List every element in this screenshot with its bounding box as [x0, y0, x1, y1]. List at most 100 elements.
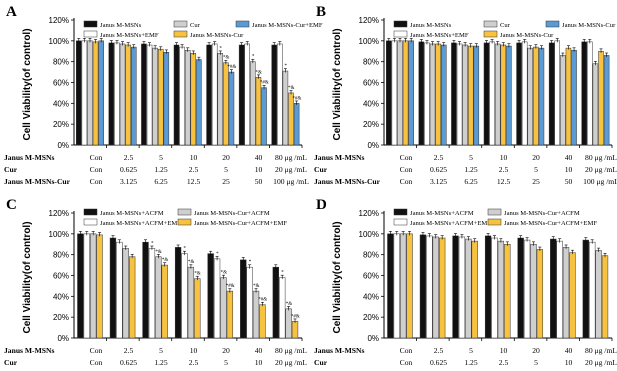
- table-cell: 2.5: [499, 358, 509, 367]
- table-cell: 5: [469, 346, 473, 355]
- legend-swatch: [83, 208, 98, 216]
- table-cell: 0.625: [120, 358, 137, 367]
- y-axis-title: Cell Viability(of control): [332, 221, 343, 333]
- legend-label: Janus M-MSNs-Cur+ACFM+EMF: [194, 220, 287, 227]
- bar-a-g3-s4: [196, 59, 202, 146]
- bar-b-g2-s4: [473, 45, 480, 146]
- legend-swatch: [393, 218, 408, 226]
- significance-mark: *: [281, 271, 284, 276]
- table-cell: 0.625: [430, 358, 447, 367]
- table-cell: Con: [90, 153, 103, 162]
- legend-label: Janus M-MSNs: [100, 22, 142, 29]
- y-tick-label: 120%: [359, 209, 379, 218]
- bar-b-g1-s0: [418, 41, 425, 146]
- table-cell: 5: [224, 358, 228, 367]
- bar-d-g3-s0: [484, 235, 492, 339]
- table-cell: 6.25: [154, 177, 167, 186]
- bar-c-g2-s1: [148, 248, 156, 339]
- bar-c-g0-s0: [77, 233, 84, 339]
- bar-b-g0-s3: [402, 40, 409, 146]
- legend-label: Janus M-MSNs-Cur +EMF: [562, 22, 617, 29]
- bar-c-g1-s3: [129, 256, 136, 339]
- table-cell: 10: [190, 346, 198, 355]
- bar-b-g5-s0: [548, 42, 555, 146]
- table-cell: 10: [255, 358, 263, 367]
- bar-c-g1-s1: [116, 241, 123, 339]
- chart-panel-b: B Cell Viability(of control) 0% 20% 40% 60% 80…: [314, 4, 617, 186]
- y-tick-label: 120%: [49, 16, 69, 25]
- table-cell: 20 μg /mL: [275, 165, 307, 174]
- legend-label: Janus M-MSNs+ACFM+EMF: [410, 220, 491, 227]
- bar-a-g1-s2: [119, 43, 126, 146]
- bar-a-g5-s3: [255, 77, 262, 146]
- legend-swatch: [483, 30, 498, 38]
- bar-b-g5-s4: [571, 49, 577, 146]
- significance-mark: *: [216, 252, 219, 257]
- bar-d-g2-s0: [452, 235, 459, 339]
- table-row-header: Janus M-MSNs: [4, 346, 54, 355]
- table-cell: 2.5: [434, 153, 444, 162]
- legend-label: Janus M-MSNs+ACFM: [410, 210, 474, 217]
- bar-a-g4-s3: [223, 62, 229, 146]
- bar-d-g4-s3: [536, 249, 544, 339]
- bar-b-g6-s0: [581, 41, 587, 146]
- bar-c-g0-s2: [90, 233, 97, 339]
- table-cell: 2.5: [124, 153, 134, 162]
- panel-label: B: [316, 4, 326, 20]
- y-tick-label: 100%: [49, 37, 69, 46]
- bar-b-g6-s3: [598, 51, 604, 146]
- bar-b-g5-s3: [565, 47, 572, 146]
- y-tick-label: 80%: [53, 58, 69, 67]
- table-row-header: Cur: [4, 358, 18, 367]
- bar-d-g6-s1: [589, 241, 596, 339]
- bar-a-g6-s1: [277, 43, 283, 146]
- bar-b-g2-s0: [451, 42, 457, 146]
- legend-swatch: [177, 218, 192, 226]
- bar-b-g0-s0: [386, 40, 392, 146]
- bar-c-g2-s3: [161, 264, 168, 339]
- bar-c-g6-s3: [291, 321, 299, 339]
- table-cell: 2.5: [124, 346, 134, 355]
- legend-label: Janus M-MSNs-Cur: [190, 32, 244, 39]
- panel-label: C: [6, 197, 17, 213]
- significance-mark: *&: [288, 86, 295, 91]
- y-tick-label: 20%: [53, 120, 69, 129]
- bar-a-g3-s3: [190, 53, 197, 146]
- table-cell: 3.125: [430, 177, 447, 186]
- y-tick-label: 80%: [53, 251, 69, 260]
- legend-label: Janus M-MSNs-Cur+EMF: [252, 22, 323, 29]
- bar-a-g2-s0: [141, 43, 147, 146]
- y-tick-label: 40%: [53, 292, 69, 301]
- y-tick-label: 80%: [363, 251, 379, 260]
- table-cell: 10: [255, 165, 263, 174]
- legend-swatch: [173, 30, 188, 38]
- table-cell: 100 μg /mL: [273, 177, 309, 186]
- bar-c-g6-s2: [285, 308, 292, 339]
- bar-d-g4-s0: [517, 237, 524, 339]
- table-cell: Con: [90, 165, 103, 174]
- table-row-header: Cur: [4, 165, 18, 174]
- bar-d-g3-s2: [497, 240, 505, 339]
- bar-b-g3-s1: [489, 41, 495, 146]
- bar-c-g3-s2: [187, 266, 195, 339]
- bar-c-g3-s1: [181, 253, 188, 339]
- bar-b-g2-s3: [467, 45, 474, 146]
- table-cell: 20: [532, 153, 540, 162]
- legend-swatch: [235, 20, 250, 28]
- bar-b-g1-s2: [429, 43, 436, 146]
- bar-a-g6-s0: [271, 44, 277, 146]
- legend-label: Janus M-MSNs-Cur+ACFM: [504, 210, 580, 217]
- bar-b-g0-s2: [397, 40, 403, 146]
- bar-b-g6-s4: [603, 55, 610, 146]
- bar-b-g2-s2: [462, 44, 468, 146]
- table-cell: 20 μg /mL: [585, 358, 617, 367]
- significance-mark: *&: [256, 70, 263, 75]
- table-cell: 20: [532, 346, 540, 355]
- bar-a-g5-s1: [244, 43, 250, 146]
- table-cell: 2.5: [189, 358, 199, 367]
- y-tick-label: 0%: [57, 141, 69, 150]
- significance-mark: *&: [221, 271, 228, 276]
- legend-swatch: [83, 30, 98, 38]
- table-cell: 40: [255, 346, 263, 355]
- table-cell: 2.5: [499, 165, 509, 174]
